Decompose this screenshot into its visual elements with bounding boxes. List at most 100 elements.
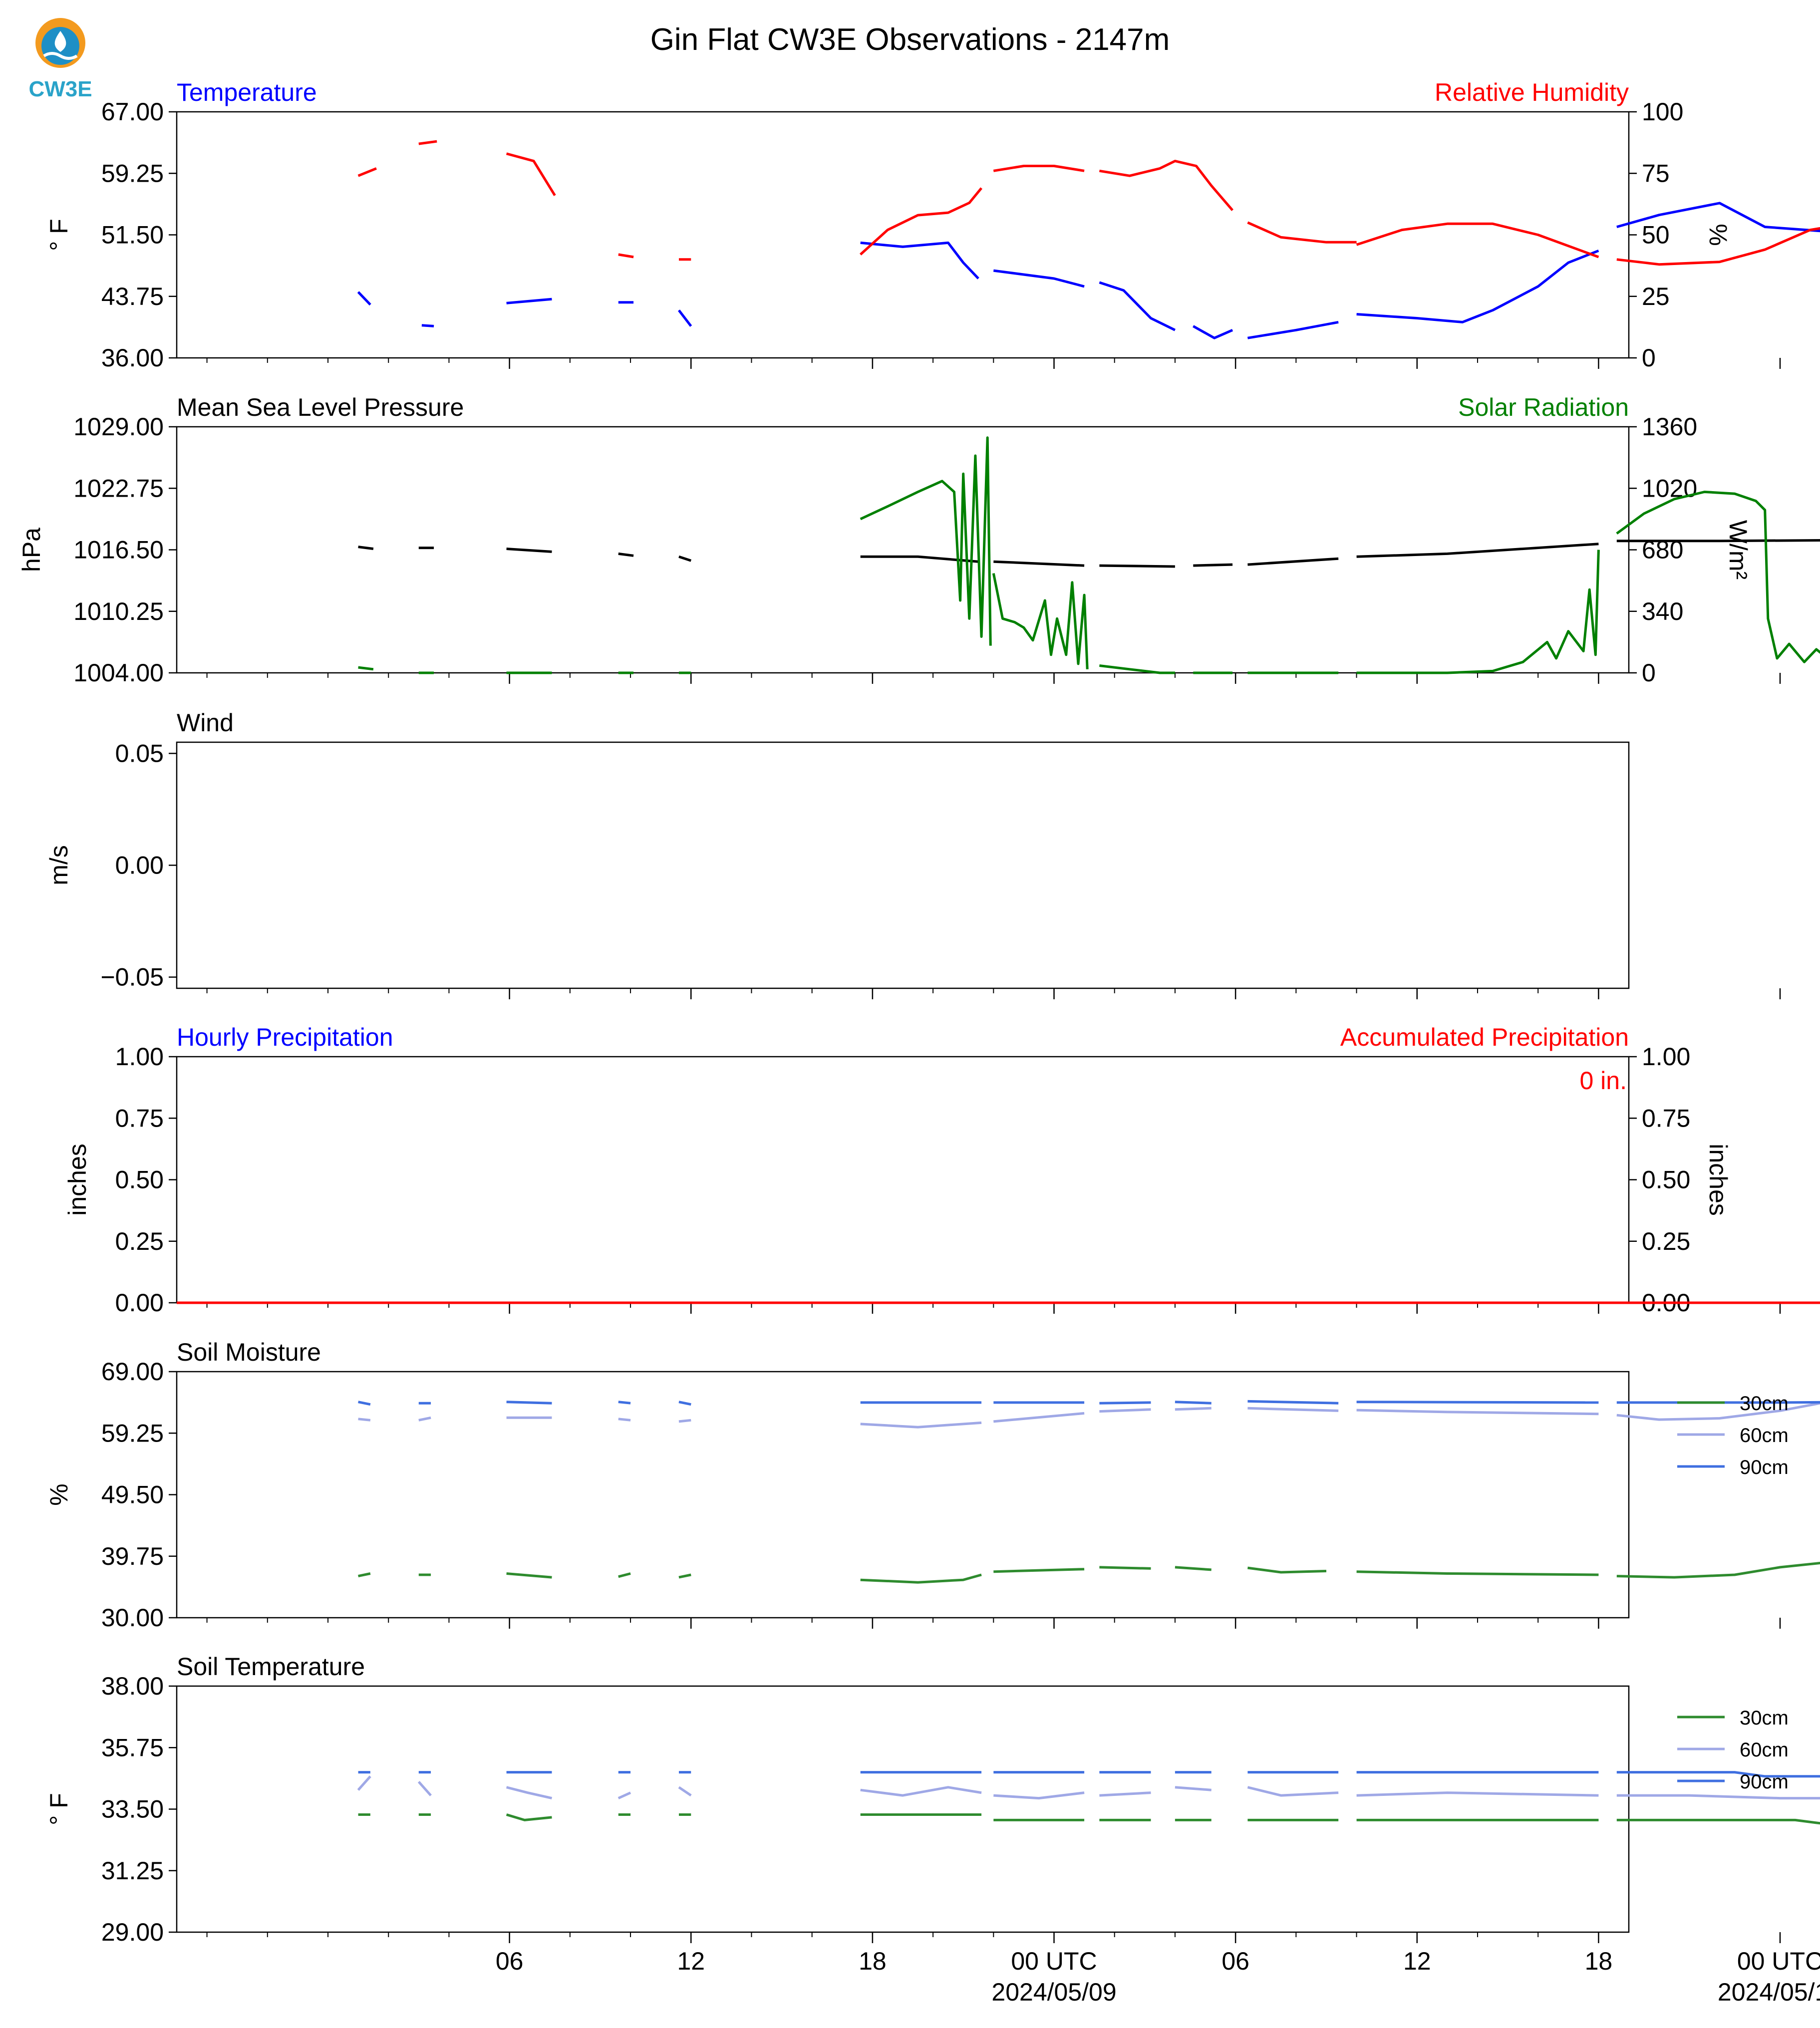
humidity-line xyxy=(418,140,437,145)
soil60-line xyxy=(993,1791,1085,1800)
temperature-line xyxy=(1356,249,1599,323)
panel-soil-temperature: Soil Temperature 29.00 31.25 33.50 35.75 38.0… xyxy=(45,1653,1820,1946)
soil60-line xyxy=(993,1412,1085,1423)
y-axis-label: % xyxy=(45,1483,73,1505)
panel-title: Wind xyxy=(177,709,234,737)
y-tick-label-right: 1.00 xyxy=(1642,1043,1690,1071)
pressure-line xyxy=(1193,563,1233,567)
y-tick-label: 0.75 xyxy=(115,1104,164,1132)
soil60-line xyxy=(1616,1794,1820,1800)
panel-title: Mean Sea Level Pressure xyxy=(177,393,464,421)
y-tick-label: 51.50 xyxy=(101,221,164,249)
y-tick-label: 0.00 xyxy=(115,852,164,879)
y-axis-label: inches xyxy=(63,1144,91,1216)
soil60-line xyxy=(1356,1409,1599,1416)
soil90-line xyxy=(1175,1401,1212,1405)
soil30-line xyxy=(1099,1566,1151,1570)
panel-soil-moisture: Soil Moisture 30.00 39.75 49.50 59.25 69.00% 3… xyxy=(45,1338,1820,1632)
y-tick-label: 43.75 xyxy=(101,283,164,310)
humidity-line xyxy=(618,253,634,259)
soil60-line xyxy=(357,1775,371,1791)
logo-drop-icon xyxy=(54,31,66,52)
y-tick-label-right: 50 xyxy=(1642,221,1670,249)
soil30-line xyxy=(860,1573,982,1584)
temperature-line xyxy=(506,297,552,304)
soil60-line xyxy=(1175,1407,1212,1411)
panel-title: Temperature xyxy=(177,78,317,106)
soil90-line xyxy=(1616,1771,1820,1778)
pressure-line xyxy=(678,555,692,562)
soil30-line xyxy=(618,1572,631,1578)
temperature-line xyxy=(993,269,1085,288)
soil30-line xyxy=(1247,1566,1327,1574)
legend-label: 30cm xyxy=(1740,1393,1789,1415)
soil90-line xyxy=(1616,1401,1820,1404)
y-tick-label: 1022.75 xyxy=(73,474,164,502)
x-tick-label: 12 xyxy=(1403,1947,1431,1975)
solar-line xyxy=(1099,664,1175,674)
y-tick-label: 1004.00 xyxy=(73,659,164,687)
y-axis-label: ° F xyxy=(45,219,73,251)
y-tick-label-right: 0 xyxy=(1642,659,1656,687)
soil30-line xyxy=(1356,1570,1599,1576)
y-tick-label: 0.25 xyxy=(115,1227,164,1255)
humidity-line xyxy=(1616,227,1820,266)
soil90-line xyxy=(618,1401,631,1405)
y-tick-label-right: 0 xyxy=(1642,344,1656,372)
soil30-line xyxy=(1175,1566,1212,1571)
humidity-line xyxy=(993,165,1085,172)
y-tick-label-right: 100 xyxy=(1642,98,1683,126)
panel-wind: Wind −0.05 0.00 0.05 m/s xyxy=(45,709,1781,999)
logo-wave-icon xyxy=(43,52,78,60)
x-tick-label: 12 xyxy=(677,1947,705,1975)
y-tick-label-right: 0.50 xyxy=(1642,1166,1690,1194)
soil60-line xyxy=(1099,1791,1151,1797)
panel-title-right: Relative Humidity xyxy=(1435,78,1629,106)
soil30-line xyxy=(506,1813,552,1821)
temperature-line xyxy=(1193,325,1233,339)
y-axis-label: hPa xyxy=(17,528,45,572)
legend-label: 90cm xyxy=(1740,1771,1789,1793)
temperature-line xyxy=(1247,320,1339,339)
y-axis-label-right: W/m² xyxy=(1724,520,1752,579)
plot-frame xyxy=(176,426,1630,674)
x-date-label: 2024/05/10 xyxy=(1718,1978,1820,2006)
solar-line xyxy=(1356,550,1600,674)
x-tick-label: 00 UTC xyxy=(1011,1947,1097,1975)
soil60-line xyxy=(618,1418,631,1422)
pressure-line xyxy=(358,546,374,550)
x-tick-label: 18 xyxy=(1585,1947,1613,1975)
panel-title: Soil Moisture xyxy=(177,1338,321,1366)
y-tick-label: 0.00 xyxy=(115,1289,164,1317)
logo-text: CW3E xyxy=(28,77,92,101)
soil30-line xyxy=(1616,1818,1820,1825)
y-tick-label-right: 0.75 xyxy=(1642,1104,1690,1132)
legend-label: 60cm xyxy=(1740,1739,1789,1761)
plot-frame xyxy=(176,111,1630,359)
accumulated-total-label: 0 in. xyxy=(1579,1067,1627,1095)
temperature-line xyxy=(678,309,692,327)
pressure-line xyxy=(1616,539,1820,543)
pressure-line xyxy=(1247,557,1339,566)
temperature-line xyxy=(1616,202,1820,233)
y-tick-label-right: 25 xyxy=(1642,283,1670,310)
panel-temperature: Temperature Relative Humidity 36.00 43.75 51… xyxy=(45,78,1820,372)
soil60-line xyxy=(417,1781,432,1796)
pressure-line xyxy=(1356,543,1599,558)
soil90-line xyxy=(358,1401,371,1406)
y-tick-label: 67.00 xyxy=(101,98,164,126)
y-tick-label-right: 0.25 xyxy=(1642,1227,1690,1255)
soil90-line xyxy=(678,1401,691,1406)
y-axis-label: ° F xyxy=(45,1793,73,1825)
y-tick-label: 1.00 xyxy=(115,1043,164,1071)
panel-title: Soil Temperature xyxy=(177,1653,365,1681)
humidity-line xyxy=(357,167,377,177)
y-tick-label: 1029.00 xyxy=(73,413,164,441)
soil60-line xyxy=(617,1791,631,1799)
pressure-line xyxy=(1099,564,1175,568)
y-tick-label: 35.75 xyxy=(101,1734,164,1761)
soil30-line xyxy=(358,1572,371,1578)
temperature-line xyxy=(421,324,434,327)
legend-label: 90cm xyxy=(1740,1456,1789,1478)
soil60-line xyxy=(1175,1786,1212,1791)
